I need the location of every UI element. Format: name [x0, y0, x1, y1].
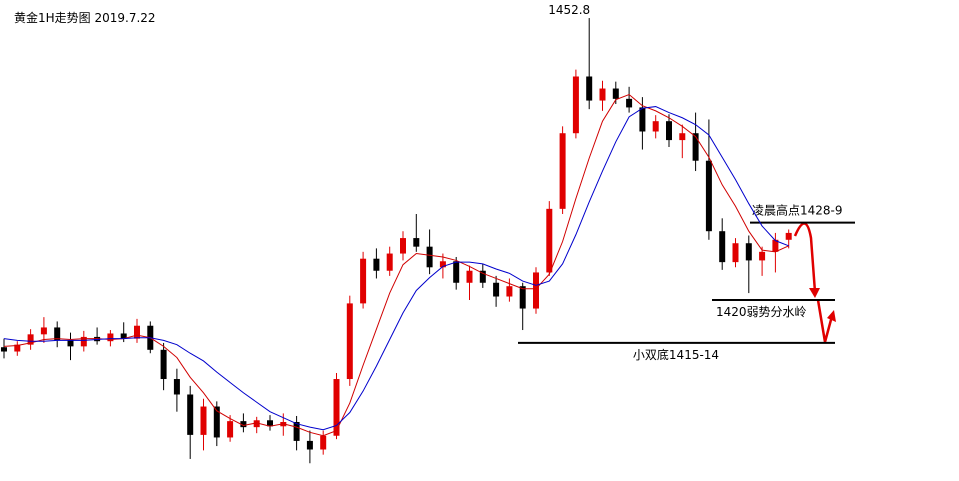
- candle-body: [453, 261, 460, 283]
- candle-body: [134, 325, 140, 339]
- candle-body: [666, 121, 672, 141]
- candle-body: [200, 406, 207, 435]
- candle-body: [227, 421, 234, 438]
- candle-body: [612, 88, 619, 99]
- level-label: 凌晨高点1428-9: [752, 203, 843, 218]
- candle-body: [107, 333, 114, 342]
- candle-body: [293, 421, 300, 441]
- candle-body: [187, 394, 194, 435]
- candle-body: [346, 303, 353, 380]
- arrow-head: [809, 288, 820, 298]
- candle-body: [639, 107, 646, 132]
- candle-body: [479, 270, 486, 283]
- arrow-head: [827, 310, 836, 322]
- candle-body: [759, 251, 766, 261]
- candle-body: [40, 327, 47, 335]
- candle-body: [772, 239, 779, 252]
- candle-body: [173, 379, 180, 395]
- candle-body: [559, 133, 566, 209]
- candle-body: [413, 238, 420, 247]
- candle-body: [493, 282, 500, 297]
- candle-body: [267, 420, 273, 427]
- candle-body: [439, 261, 446, 268]
- candle-body: [679, 133, 686, 141]
- chart-title: 黄金1H走势图 2019.7.22: [14, 10, 156, 25]
- candle-body: [572, 76, 579, 134]
- arrow: [793, 222, 817, 293]
- candle-body: [506, 286, 513, 297]
- candle-body: [240, 421, 247, 428]
- candle-body: [745, 243, 752, 261]
- candle-body: [333, 379, 340, 436]
- candle-body: [533, 272, 539, 309]
- candle-body: [80, 336, 87, 347]
- candle-body: [27, 334, 34, 345]
- candle-body: [54, 327, 61, 341]
- candle-body: [519, 286, 526, 309]
- moving-average: [3, 93, 789, 437]
- candle-body: [213, 406, 220, 438]
- candle-body: [67, 340, 74, 347]
- candle-body: [599, 88, 606, 101]
- level-label: 1420弱势分水岭: [716, 305, 807, 319]
- candle-body: [626, 98, 633, 108]
- candle-body: [120, 333, 127, 339]
- candle-body: [466, 270, 473, 283]
- candle-body: [320, 435, 327, 450]
- candle-body: [732, 243, 739, 263]
- arrow: [816, 299, 834, 343]
- candle-body: [1, 347, 7, 352]
- candle-body: [253, 420, 260, 428]
- candle-body: [546, 208, 553, 273]
- candle-body: [719, 231, 726, 263]
- candle-body: [373, 258, 380, 271]
- candle-body: [426, 246, 433, 268]
- candle-body: [306, 440, 313, 450]
- candle-body: [692, 133, 699, 161]
- candle-body: [360, 258, 367, 304]
- peak-label: 1452.8: [548, 3, 590, 17]
- candle-body: [386, 253, 393, 271]
- candle-body: [705, 160, 712, 232]
- candle-body: [652, 121, 659, 132]
- candle-body: [785, 232, 792, 240]
- moving-average: [3, 106, 789, 431]
- candle-body: [400, 238, 406, 254]
- candle-body: [14, 344, 21, 352]
- candle-body: [586, 76, 593, 101]
- candle-body: [160, 349, 167, 380]
- level-label: 小双底1415-14: [633, 347, 719, 362]
